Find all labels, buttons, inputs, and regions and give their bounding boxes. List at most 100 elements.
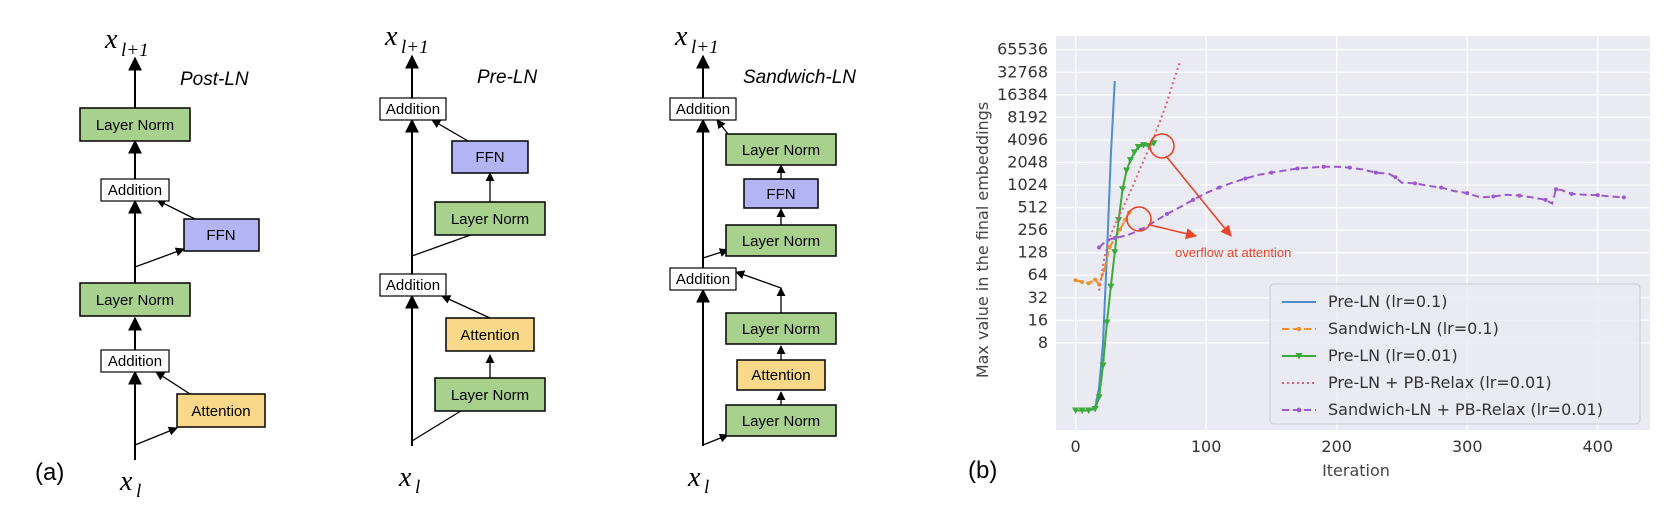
data-point [1107,283,1115,291]
output-symbol: x [384,21,398,52]
post-ln-diagram: Post-LN x l+1 x l [79,24,266,502]
branch-arrow [702,433,729,446]
box-label: Attention [460,327,519,344]
box-label: Attention [751,367,810,384]
pre-ln-diagram: Pre-LN x l+1 x l Addition [379,21,546,498]
box-label: FFN [766,186,795,203]
x-tick-label: 200 [1321,437,1352,456]
overflow-arrow-lower [1149,224,1198,240]
panel-b-label: (b) [968,457,997,484]
input-symbol: x [687,462,701,493]
sandwich-ln-ffn: FFN [743,178,819,209]
data-point [1321,164,1326,169]
legend-marker [1295,353,1303,360]
legend-label: Pre-LN (lr=0.01) [1328,346,1458,365]
sandwich-ln-addition-bottom: Addition [669,267,737,291]
panel-a: (a) Post-LN x l+1 x l [35,21,856,502]
legend-item: Pre-LN (lr=0.1) [1282,292,1448,311]
post-ln-output-label: x l+1 [104,24,149,61]
y-tick-label: 8192 [1007,107,1048,126]
y-tick-label: 1024 [1007,175,1048,194]
sandwich-ln-layer-norm-2: Layer Norm [725,224,837,257]
data-point [1164,212,1169,217]
series-layer [1072,61,1626,415]
branch-arrow [441,295,491,319]
data-point [1123,217,1128,222]
sandwich-ln-output-label: x l+1 [674,21,719,58]
data-point [1099,362,1107,369]
data-point [1393,175,1398,180]
input-subscript: l [136,481,141,502]
data-point [1107,245,1112,250]
post-ln-layer-norm-mid: Layer Norm [79,282,191,317]
data-point [1086,281,1091,286]
y-tick-label: 128 [1017,243,1048,262]
branch-arrow [156,199,196,220]
data-point [1569,191,1574,196]
box-label: Attention [191,403,250,420]
data-point [1554,187,1559,192]
pre-ln-ffn: FFN [451,140,529,174]
legend-label: Pre-LN (lr=0.1) [1328,292,1448,311]
data-point [1122,167,1130,175]
series-line [1098,165,1624,249]
y-tick-label: 16 [1028,310,1048,329]
y-tick-label: 4096 [1007,130,1048,149]
box-label: Layer Norm [742,233,820,250]
sandwich-ln-layer-norm-3: Layer Norm [725,312,837,345]
y-tick-labels: 8 16 32 64 128 256 512 1024 2048 4096 8192 16384 327… [997,40,1048,352]
branch-arrow [155,371,191,395]
y-tick-label: 16384 [997,85,1048,104]
data-point [1150,140,1158,147]
pre-ln-addition-top: Addition [379,97,447,121]
box-label: Layer Norm [96,292,174,309]
box-label: Addition [386,277,440,294]
branch-arrow [702,248,729,259]
box-label: Layer Norm [742,321,820,338]
y-tick-label: 64 [1028,265,1048,284]
data-point [1191,197,1196,202]
data-point [1347,165,1352,170]
output-subscript: l+1 [121,40,149,61]
box-label: Layer Norm [742,142,820,159]
data-point [1373,170,1378,175]
post-ln-addition-bottom: Addition [100,349,170,373]
branch-arrow [134,247,185,268]
data-point [1103,319,1111,326]
overflow-circle-lower [1126,206,1152,232]
sandwich-ln-input-label: x l [687,462,709,498]
box-label: Addition [676,271,730,288]
branch-arrow [431,119,469,142]
pre-ln-title: Pre-LN [477,67,537,88]
x-tick-label: 300 [1452,437,1483,456]
series-2 [1072,140,1158,415]
data-point [1517,193,1522,198]
y-tick-label: 32 [1028,288,1048,307]
legend-marker [1296,407,1302,413]
panel-b: (b) 8 16 32 64 128 256 512 1024 2048 4096 8192 1638… [968,36,1650,484]
box-label: Layer Norm [451,387,529,404]
box-label: Addition [386,101,440,118]
pre-ln-output-label: x l+1 [384,21,429,58]
y-tick-label: 65536 [997,40,1048,59]
legend-marker [1296,326,1302,332]
data-point [1139,142,1147,149]
branch-arrow [735,270,782,289]
data-point [1072,407,1080,415]
overflow-annotation: overflow at attention [1175,245,1291,260]
box-label: Addition [676,101,730,118]
series-line [1098,61,1181,291]
legend-item: Sandwich-LN (lr=0.1) [1282,319,1499,338]
data-point [1130,149,1138,156]
input-symbol: x [398,462,412,493]
data-point [1115,216,1123,224]
sandwich-ln-addition-top: Addition [669,97,737,121]
post-ln-ffn: FFN [183,218,260,252]
data-point [1134,143,1142,151]
overflow-arrow-upper [1165,155,1232,237]
series-4 [1097,164,1626,250]
sandwich-ln-diagram: Sandwich-LN x l+1 x l Additi [669,21,856,498]
sandwich-ln-title: Sandwich-LN [743,67,856,88]
data-point [1111,249,1119,256]
output-subscript: l+1 [401,37,429,58]
